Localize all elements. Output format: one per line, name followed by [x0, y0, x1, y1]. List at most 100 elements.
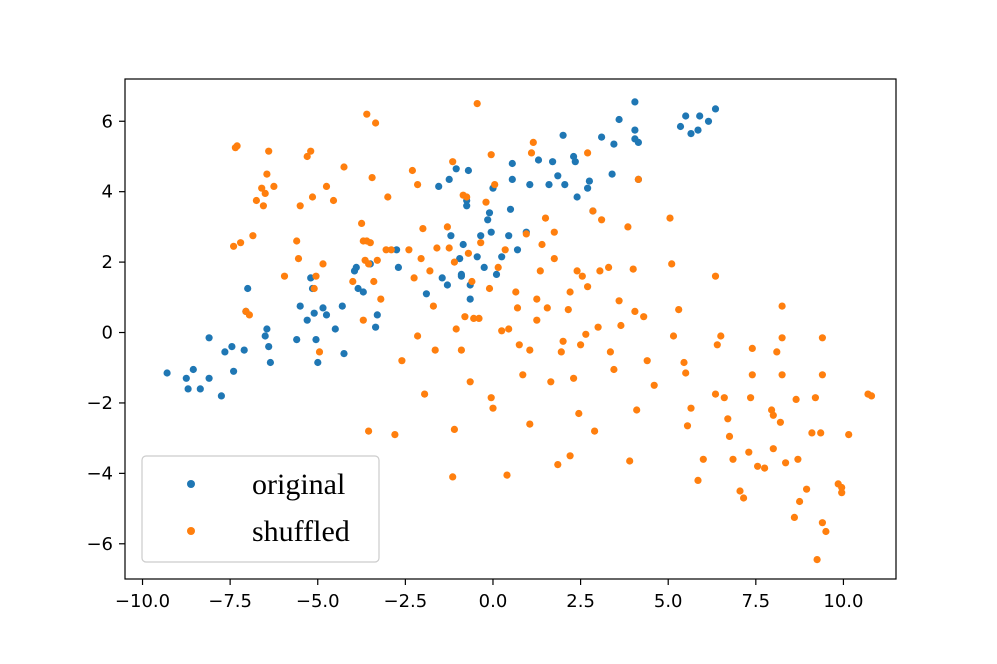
point-original-19 — [296, 302, 304, 310]
point-shuffled-174 — [782, 459, 790, 467]
point-shuffled-120 — [584, 149, 592, 157]
y-tick-label: 6 — [102, 111, 113, 132]
point-shuffled-155 — [724, 415, 732, 423]
point-shuffled-62 — [449, 158, 457, 166]
point-original-74 — [549, 158, 557, 166]
point-shuffled-117 — [578, 272, 586, 280]
legend-marker-original — [187, 480, 195, 488]
point-original-42 — [438, 274, 446, 282]
point-shuffled-2 — [230, 242, 238, 250]
x-tick-label: −2.5 — [384, 591, 428, 612]
point-shuffled-167 — [769, 411, 777, 419]
point-shuffled-65 — [450, 425, 458, 433]
point-shuffled-85 — [498, 327, 506, 335]
point-original-80 — [573, 193, 581, 201]
point-shuffled-42 — [384, 193, 392, 201]
point-shuffled-149 — [699, 455, 707, 463]
point-original-1 — [182, 374, 190, 382]
point-shuffled-134 — [631, 307, 639, 315]
point-shuffled-106 — [550, 228, 558, 236]
point-shuffled-39 — [373, 256, 381, 264]
point-shuffled-185 — [818, 371, 827, 379]
point-shuffled-123 — [594, 323, 602, 331]
point-shuffled-163 — [748, 344, 756, 352]
point-shuffled-190 — [838, 483, 846, 492]
point-shuffled-159 — [740, 494, 748, 502]
point-shuffled-152 — [713, 341, 721, 349]
x-tick-label: −5.0 — [296, 591, 340, 612]
point-original-28 — [331, 325, 339, 333]
point-original-16 — [265, 343, 273, 351]
point-shuffled-128 — [610, 365, 618, 374]
point-original-10 — [230, 367, 238, 375]
point-shuffled-127 — [606, 348, 615, 356]
point-shuffled-172 — [778, 334, 786, 342]
x-axis: −10.0 −7.5 −5.0 −2.5 0.0 2.5 5.0 7.5 10.0 — [115, 579, 863, 612]
point-shuffled-12 — [265, 147, 273, 155]
point-original-82 — [585, 177, 594, 185]
point-original-30 — [340, 350, 348, 358]
point-shuffled-148 — [694, 476, 702, 484]
point-shuffled-137 — [640, 313, 648, 321]
point-original-95 — [687, 130, 695, 138]
point-shuffled-14 — [280, 272, 289, 280]
point-shuffled-23 — [315, 348, 324, 356]
point-shuffled-91 — [515, 341, 523, 349]
point-shuffled-21 — [310, 284, 318, 293]
point-original-8 — [221, 348, 229, 356]
point-original-69 — [513, 246, 522, 254]
point-shuffled-34 — [365, 260, 373, 268]
point-shuffled-100 — [536, 267, 544, 275]
y-axis: −6 −4 −2 0 2 4 6 — [86, 111, 125, 555]
point-shuffled-25 — [322, 182, 331, 190]
point-shuffled-73 — [468, 277, 476, 286]
point-original-6 — [205, 334, 213, 342]
point-original-50 — [457, 272, 465, 280]
point-shuffled-80 — [487, 151, 495, 159]
point-shuffled-141 — [668, 260, 676, 268]
point-shuffled-22 — [312, 272, 320, 280]
point-shuffled-6 — [249, 232, 257, 240]
x-tick-label: 0.0 — [479, 591, 508, 612]
x-tick-label: 2.5 — [566, 591, 595, 612]
point-original-38 — [393, 246, 401, 254]
point-shuffled-108 — [557, 348, 565, 356]
point-original-57 — [477, 232, 485, 240]
point-original-51 — [463, 202, 471, 210]
y-tick-label: −6 — [86, 534, 113, 555]
point-original-9 — [228, 343, 236, 351]
y-tick-label: 4 — [102, 182, 113, 203]
point-original-77 — [561, 181, 569, 189]
point-shuffled-173 — [778, 302, 786, 310]
point-shuffled-7 — [252, 196, 260, 205]
point-original-96 — [694, 126, 702, 134]
x-tick-label: 10.0 — [823, 591, 863, 612]
point-original-64 — [498, 253, 506, 261]
point-shuffled-179 — [803, 485, 811, 493]
point-shuffled-161 — [747, 394, 755, 402]
point-original-48 — [456, 255, 464, 263]
legend-label-original: original — [252, 468, 345, 501]
point-shuffled-8 — [258, 184, 266, 192]
point-original-81 — [584, 184, 592, 192]
point-original-17 — [266, 358, 274, 367]
point-shuffled-16 — [294, 255, 303, 263]
point-original-24 — [312, 336, 320, 344]
point-shuffled-87 — [503, 471, 511, 479]
point-shuffled-28 — [349, 277, 357, 286]
point-shuffled-153 — [717, 332, 725, 340]
legend-marker-shuffled — [187, 527, 195, 535]
point-shuffled-46 — [359, 316, 367, 324]
point-original-91 — [634, 138, 643, 146]
point-shuffled-151 — [711, 272, 720, 280]
y-tick-label: 2 — [102, 252, 113, 273]
point-original-52 — [464, 166, 472, 175]
point-shuffled-29 — [358, 219, 366, 227]
point-shuffled-74 — [470, 314, 478, 322]
point-shuffled-78 — [482, 198, 490, 206]
point-original-45 — [447, 232, 455, 240]
point-shuffled-26 — [329, 196, 338, 205]
point-original-84 — [598, 133, 606, 141]
point-shuffled-58 — [431, 346, 439, 354]
point-shuffled-18 — [303, 152, 311, 161]
